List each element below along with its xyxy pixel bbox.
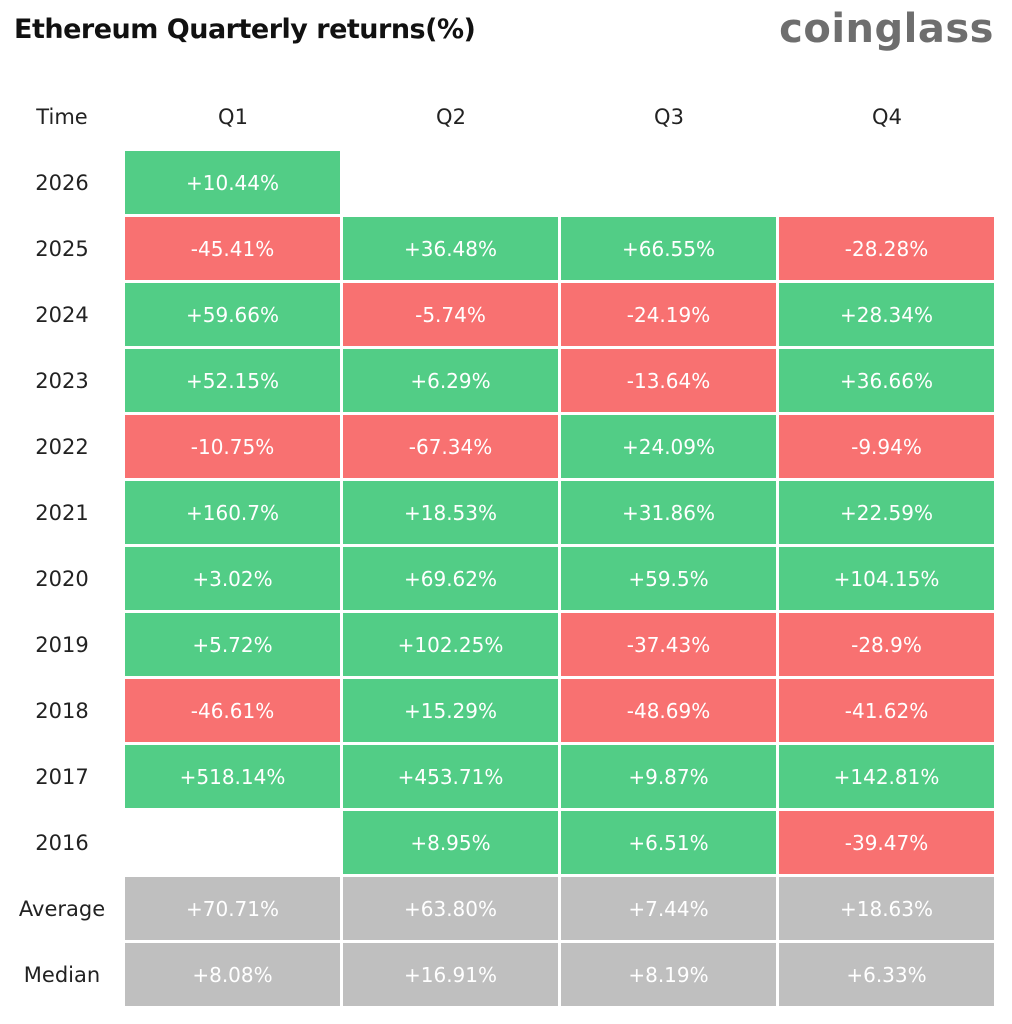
return-cell: +59.66% xyxy=(125,283,340,346)
return-cell: +102.25% xyxy=(343,613,558,676)
return-cell: -37.43% xyxy=(561,613,776,676)
return-cell: +15.29% xyxy=(343,679,558,742)
row-label-year: 2019 xyxy=(35,633,89,657)
return-cell: +9.87% xyxy=(561,745,776,808)
return-cell: +5.72% xyxy=(125,613,340,676)
return-cell: -48.69% xyxy=(561,679,776,742)
return-cell: +36.66% xyxy=(779,349,994,412)
row-label-year: 2017 xyxy=(35,765,89,789)
return-cell: +18.53% xyxy=(343,481,558,544)
return-cell: +66.55% xyxy=(561,217,776,280)
summary-cell: +8.19% xyxy=(561,943,776,1006)
return-cell: +518.14% xyxy=(125,745,340,808)
column-header-q3: Q3 xyxy=(654,105,684,129)
row-label-year: 2022 xyxy=(35,435,89,459)
return-cell: -39.47% xyxy=(779,811,994,874)
row-label-year: 2024 xyxy=(35,303,89,327)
chart-title: Ethereum Quarterly returns(%) xyxy=(14,14,476,45)
summary-cell: +16.91% xyxy=(343,943,558,1006)
column-header-time: Time xyxy=(36,105,88,129)
return-cell: +22.59% xyxy=(779,481,994,544)
return-cell: -28.9% xyxy=(779,613,994,676)
return-cell: -41.62% xyxy=(779,679,994,742)
return-cell: -5.74% xyxy=(343,283,558,346)
brand-logo: coinglass xyxy=(779,6,994,52)
summary-label: Average xyxy=(18,897,106,921)
summary-cell: +63.80% xyxy=(343,877,558,940)
return-cell: -13.64% xyxy=(561,349,776,412)
summary-cell: +8.08% xyxy=(125,943,340,1006)
return-cell: +6.29% xyxy=(343,349,558,412)
return-cell: +8.95% xyxy=(343,811,558,874)
return-cell: -45.41% xyxy=(125,217,340,280)
return-cell: +160.7% xyxy=(125,481,340,544)
summary-cell: +6.33% xyxy=(779,943,994,1006)
row-label-year: 2023 xyxy=(35,369,89,393)
return-cell: +28.34% xyxy=(779,283,994,346)
row-label-year: 2016 xyxy=(35,831,89,855)
row-label-year: 2020 xyxy=(35,567,89,591)
return-cell: +142.81% xyxy=(779,745,994,808)
column-header-q4: Q4 xyxy=(872,105,902,129)
return-cell: -67.34% xyxy=(343,415,558,478)
row-label-year: 2018 xyxy=(35,699,89,723)
row-label-year: 2026 xyxy=(35,171,89,195)
return-cell: +10.44% xyxy=(125,151,340,214)
return-cell: +24.09% xyxy=(561,415,776,478)
summary-cell: +7.44% xyxy=(561,877,776,940)
return-cell: -24.19% xyxy=(561,283,776,346)
return-cell: +453.71% xyxy=(343,745,558,808)
row-label-year: 2025 xyxy=(35,237,89,261)
return-cell: +3.02% xyxy=(125,547,340,610)
return-cell: +31.86% xyxy=(561,481,776,544)
summary-cell: +70.71% xyxy=(125,877,340,940)
return-cell: -9.94% xyxy=(779,415,994,478)
return-cell: -28.28% xyxy=(779,217,994,280)
return-cell: -46.61% xyxy=(125,679,340,742)
column-header-q1: Q1 xyxy=(218,105,248,129)
summary-label: Median xyxy=(23,963,101,987)
return-cell: +36.48% xyxy=(343,217,558,280)
return-cell: +6.51% xyxy=(561,811,776,874)
summary-cell: +18.63% xyxy=(779,877,994,940)
return-cell: +104.15% xyxy=(779,547,994,610)
column-header-q2: Q2 xyxy=(436,105,466,129)
row-label-year: 2021 xyxy=(35,501,89,525)
return-cell: +59.5% xyxy=(561,547,776,610)
return-cell: -10.75% xyxy=(125,415,340,478)
return-cell: +69.62% xyxy=(343,547,558,610)
return-cell: +52.15% xyxy=(125,349,340,412)
